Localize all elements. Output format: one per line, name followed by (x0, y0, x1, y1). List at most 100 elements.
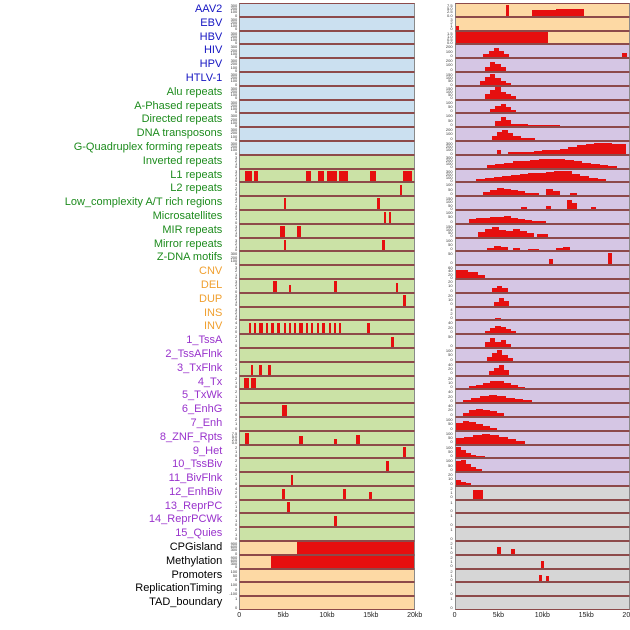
signal-bar (533, 151, 543, 154)
signal-bar (497, 217, 505, 223)
column-gap (415, 486, 441, 500)
y-tick-label: 0 (450, 66, 453, 72)
signal-bar (504, 189, 512, 196)
signal-bar (518, 191, 525, 196)
signal-bar (589, 178, 598, 182)
y-axis-ticks: 300 200 100 0 (225, 3, 239, 16)
y-tick-label: 100 (445, 113, 453, 119)
signal-bar (299, 323, 303, 334)
signal-bar (333, 516, 337, 527)
track-panel (454, 375, 630, 390)
y-tick-label: 300 (230, 113, 238, 119)
y-tick-label: 50 (448, 251, 453, 257)
signal-bar (483, 409, 491, 416)
signal-bar (495, 105, 501, 113)
column-gap (415, 44, 441, 58)
x-axis-row: 0 5kb 10kb 15kb 20kb 0 5kb 10kb 15kb 20kb (0, 610, 630, 625)
y-tick-label: 50 (448, 448, 453, 454)
signal-bar (254, 170, 258, 182)
track-label: HTLV-1 (185, 71, 223, 84)
column-gap (415, 238, 441, 252)
column-gap (415, 169, 441, 183)
column-gap (415, 17, 441, 31)
y-tick-label: 2 (235, 157, 238, 163)
signal-bar (389, 212, 392, 223)
signal-bar (254, 323, 257, 334)
signal-bar (259, 323, 263, 334)
track-label: MIR repeats (162, 223, 223, 236)
signal-bar (485, 341, 491, 347)
y-tick-label: 0 (450, 480, 453, 486)
signal-bar (455, 437, 465, 444)
track-panel (239, 223, 415, 238)
signal-bar (511, 190, 519, 196)
y-tick-label: 100 (230, 37, 238, 42)
signal-bar (498, 50, 505, 58)
y-axis-ticks: 20 10 0 (441, 279, 455, 293)
column-gap (415, 527, 441, 541)
y-tick-label: 0 (235, 550, 238, 555)
track-panel (454, 458, 630, 473)
y-tick-label: 1 (450, 513, 453, 519)
y-tick-label: 40 (448, 403, 453, 409)
signal-bar (472, 435, 482, 444)
signal-bar (273, 281, 277, 292)
track-panel (239, 292, 415, 307)
track-row: Inverted repeats 3 2 1 0 300 200 100 0 (0, 154, 630, 169)
y-tick-label: 200 (230, 61, 238, 67)
y-tick-label: 0 (235, 508, 238, 514)
track-label: CNV (199, 265, 223, 278)
signal-bar (297, 542, 414, 554)
signal-bar (280, 225, 286, 237)
track-panel (454, 403, 630, 417)
y-tick-label: 0 (235, 150, 238, 155)
column-gap (415, 582, 441, 596)
y-tick-label: 200 (445, 144, 453, 150)
signal-bar (462, 412, 470, 416)
signal-bar (476, 456, 486, 458)
signal-bar (243, 377, 249, 389)
track-panel (454, 554, 630, 569)
y-tick-label: 0 (450, 178, 453, 183)
column-gap (415, 31, 441, 45)
y-tick-label: 0 (235, 288, 238, 293)
y-tick-label: 0 (235, 397, 238, 403)
y-tick-label: 0 (450, 81, 453, 86)
y-tick-label: 1 (235, 476, 238, 482)
y-tick-label: 50 (448, 103, 453, 109)
signal-bar (511, 331, 517, 334)
signal-bar (283, 239, 287, 251)
y-tick-label: 100 (445, 161, 453, 167)
track-panel (239, 499, 415, 514)
signal-bar (582, 162, 591, 168)
signal-bar (563, 171, 572, 182)
track-rows: AAV2 300 200 100 0 7.5 5.0 2.5 0.0 EBV 300 200 100 0 3… (0, 3, 630, 611)
y-tick-label: 2 (235, 199, 238, 205)
signal-bar (500, 116, 506, 127)
y-tick-label: 300 (230, 99, 238, 105)
y-tick-label: 20 (448, 324, 453, 330)
signal-bar (339, 323, 342, 334)
y-tick-label: 1 (235, 596, 238, 602)
y-tick-label: 5.0 (231, 433, 238, 439)
track-row: TAD_boundary 1 0 1 0 (0, 596, 630, 611)
y-tick-label: 0 (235, 109, 238, 114)
y-tick-label: 0 (235, 26, 238, 31)
track-panel (239, 154, 415, 169)
signal-bar (563, 246, 571, 251)
y-tick-label: 0 (235, 260, 238, 266)
y-tick-label: 0 (235, 342, 238, 348)
y-tick-label: 0 (450, 121, 453, 127)
y-tick-label: 150 (445, 85, 453, 91)
signal-bar (493, 301, 499, 306)
y-tick-label: 0 (450, 108, 453, 114)
signal-bar (455, 269, 468, 278)
y-tick-label: 100 (445, 147, 453, 153)
track-panel (454, 292, 630, 307)
signal-bar (590, 163, 600, 168)
signal-bar (540, 561, 545, 568)
